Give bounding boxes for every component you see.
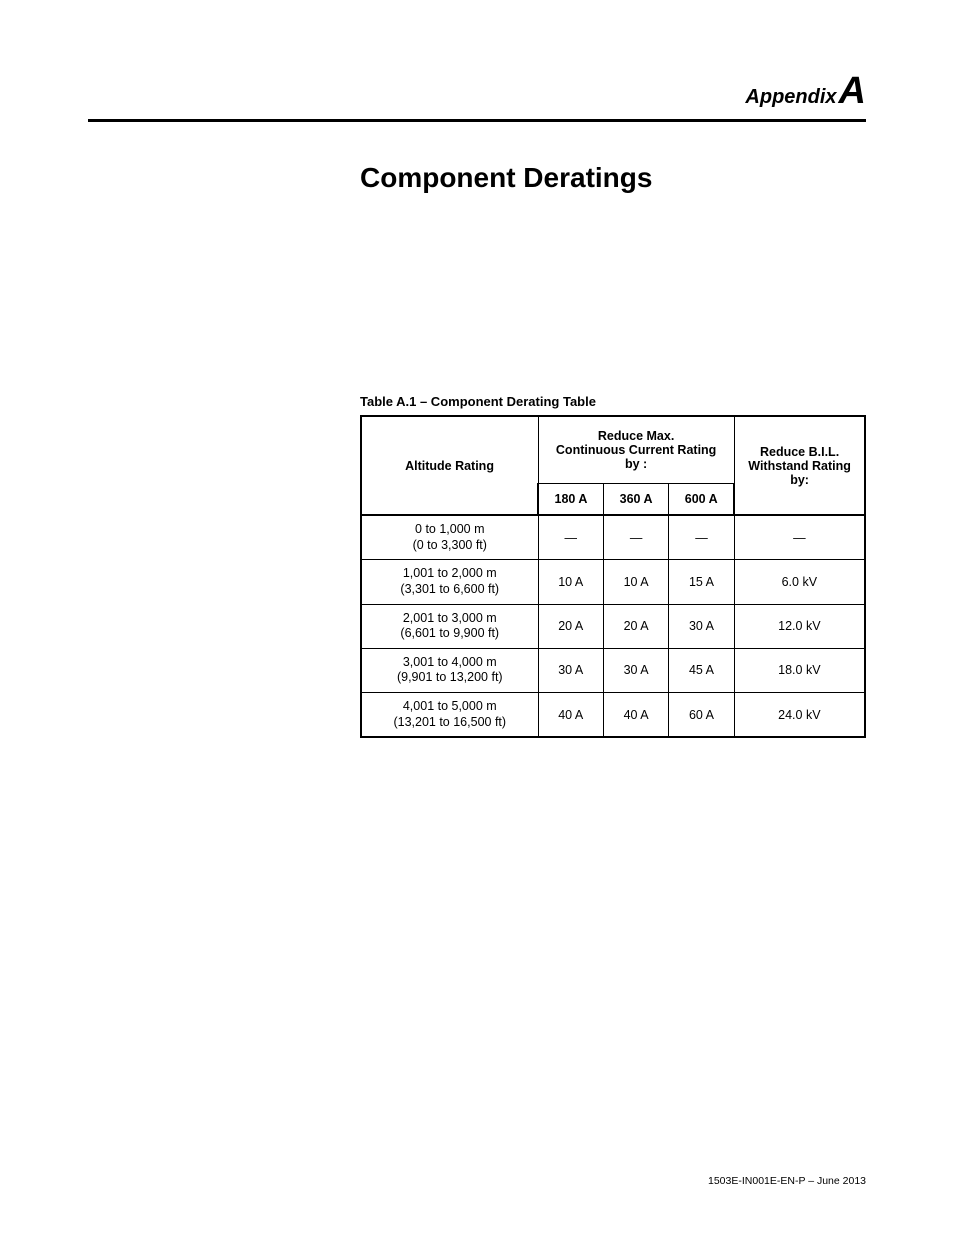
cell-600a: 60 A bbox=[669, 693, 734, 738]
appendix-header: AppendixA bbox=[88, 70, 866, 122]
cell-altitude: 2,001 to 3,000 m (6,601 to 9,900 ft) bbox=[361, 604, 538, 648]
bil-header-l1: Reduce B.I.L. bbox=[760, 445, 839, 459]
altitude-line2: (3,301 to 6,600 ft) bbox=[368, 582, 532, 598]
cell-360a: 10 A bbox=[603, 560, 668, 604]
current-group-l1: Reduce Max. bbox=[598, 429, 674, 443]
bil-header-l3: by: bbox=[790, 473, 809, 487]
page: AppendixA Component Deratings Table A.1 … bbox=[0, 0, 954, 1235]
col-header-altitude: Altitude Rating bbox=[361, 416, 538, 515]
col-header-current-group: Reduce Max. Continuous Current Rating by… bbox=[538, 416, 734, 484]
cell-bil: 18.0 kV bbox=[734, 648, 865, 692]
cell-altitude: 4,001 to 5,000 m (13,201 to 16,500 ft) bbox=[361, 693, 538, 738]
appendix-word: Appendix bbox=[745, 86, 836, 108]
table-row: 0 to 1,000 m (0 to 3,300 ft) — — — — bbox=[361, 515, 865, 560]
col-subheader-600a: 600 A bbox=[669, 484, 734, 516]
cell-600a: 15 A bbox=[669, 560, 734, 604]
table-row: 3,001 to 4,000 m (9,901 to 13,200 ft) 30… bbox=[361, 648, 865, 692]
bil-header-l2: Withstand Rating bbox=[748, 459, 851, 473]
cell-180a: 20 A bbox=[538, 604, 603, 648]
cell-600a: 45 A bbox=[669, 648, 734, 692]
cell-180a: 30 A bbox=[538, 648, 603, 692]
altitude-line1: 1,001 to 2,000 m bbox=[368, 566, 532, 582]
footer-pubnum: 1503E-IN001E-EN-P – June 2013 bbox=[708, 1175, 866, 1187]
altitude-line2: (9,901 to 13,200 ft) bbox=[368, 670, 532, 686]
cell-bil: 12.0 kV bbox=[734, 604, 865, 648]
cell-180a: 10 A bbox=[538, 560, 603, 604]
cell-360a: — bbox=[603, 515, 668, 560]
altitude-line1: 0 to 1,000 m bbox=[368, 522, 532, 538]
col-subheader-360a: 360 A bbox=[603, 484, 668, 516]
col-header-bil: Reduce B.I.L. Withstand Rating by: bbox=[734, 416, 865, 515]
cell-360a: 30 A bbox=[603, 648, 668, 692]
table-caption: Table A.1 – Component Derating Table bbox=[360, 394, 866, 409]
page-title: Component Deratings bbox=[360, 162, 866, 194]
cell-180a: 40 A bbox=[538, 693, 603, 738]
altitude-line2: (6,601 to 9,900 ft) bbox=[368, 626, 532, 642]
table-row: 4,001 to 5,000 m (13,201 to 16,500 ft) 4… bbox=[361, 693, 865, 738]
cell-altitude: 1,001 to 2,000 m (3,301 to 6,600 ft) bbox=[361, 560, 538, 604]
cell-180a: — bbox=[538, 515, 603, 560]
appendix-letter: A bbox=[839, 70, 866, 112]
col-subheader-180a: 180 A bbox=[538, 484, 603, 516]
table-row: 1,001 to 2,000 m (3,301 to 6,600 ft) 10 … bbox=[361, 560, 865, 604]
table-row: 2,001 to 3,000 m (6,601 to 9,900 ft) 20 … bbox=[361, 604, 865, 648]
current-group-l2: Continuous Current Rating bbox=[556, 443, 716, 457]
cell-360a: 40 A bbox=[603, 693, 668, 738]
cell-altitude: 3,001 to 4,000 m (9,901 to 13,200 ft) bbox=[361, 648, 538, 692]
cell-600a: 30 A bbox=[669, 604, 734, 648]
cell-600a: — bbox=[669, 515, 734, 560]
altitude-line2: (13,201 to 16,500 ft) bbox=[368, 715, 532, 731]
current-group-l3: by : bbox=[625, 457, 647, 471]
cell-bil: — bbox=[734, 515, 865, 560]
derating-table: Altitude Rating Reduce Max. Continuous C… bbox=[360, 415, 866, 738]
cell-360a: 20 A bbox=[603, 604, 668, 648]
altitude-line1: 4,001 to 5,000 m bbox=[368, 699, 532, 715]
altitude-line1: 3,001 to 4,000 m bbox=[368, 655, 532, 671]
cell-bil: 6.0 kV bbox=[734, 560, 865, 604]
altitude-line2: (0 to 3,300 ft) bbox=[368, 538, 532, 554]
altitude-line1: 2,001 to 3,000 m bbox=[368, 611, 532, 627]
cell-altitude: 0 to 1,000 m (0 to 3,300 ft) bbox=[361, 515, 538, 560]
cell-bil: 24.0 kV bbox=[734, 693, 865, 738]
content-block: Component Deratings Table A.1 – Componen… bbox=[360, 162, 866, 738]
